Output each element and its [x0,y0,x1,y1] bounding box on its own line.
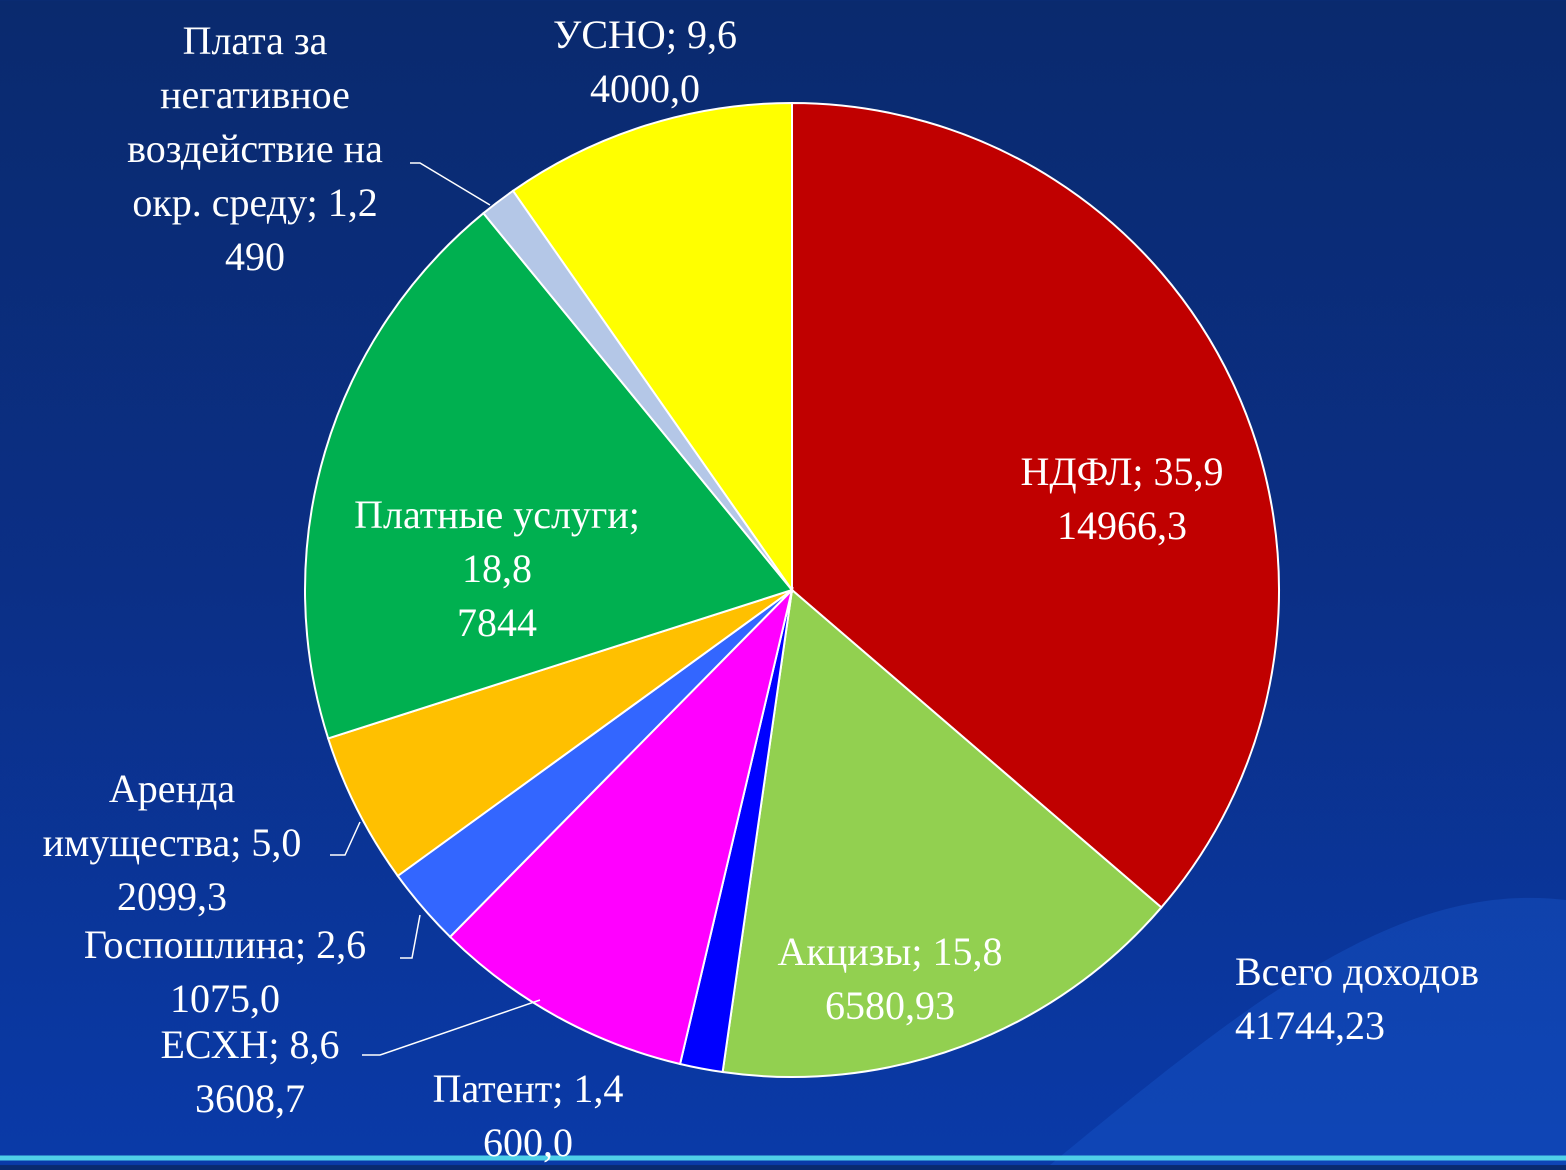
amount-label: 14966,3 [1057,503,1187,548]
amount-label: 7844 [457,600,537,645]
amount-label: 6580,93 [825,983,955,1028]
label-line: Аренда имущества; 5,0 [7,762,337,870]
slice [791,101,1281,909]
label-line: Акцизы; 15,8 [730,925,1050,979]
separator: ; [268,1022,290,1067]
slice [326,589,793,878]
leader-line [362,999,541,1056]
leader-line [410,162,491,206]
value-label: 1,4 [573,1066,624,1111]
category-name: Платные услуги [354,492,629,537]
category-name: УСНО [553,12,666,57]
category-name: Акцизы [777,929,912,974]
slice [721,588,1163,1078]
separator: ; [552,1066,574,1111]
slice-label: УСНО; 9,6 4000,0 [485,8,805,116]
value-label: 8,6 [289,1022,340,1067]
label-line: Платные услуги; 18,8 [317,488,677,596]
slice-label: Госпошлина; 2,6 1075,0 [25,918,425,1026]
label-line: Плата за негативное воздействие на окр. … [90,14,420,230]
decor-wave [1050,897,1566,1165]
slice [511,101,793,594]
slice-label: Платные услуги; 18,8 7844 [317,488,677,650]
separator: ; [628,492,640,537]
separator: ; [294,922,317,967]
label-line: Патент; 1,4 [368,1062,688,1116]
category-name: Патент [432,1066,553,1111]
value-label: 5,0 [251,820,302,865]
value-label: 15,8 [932,929,1003,974]
amount-label: 2099,3 [117,874,227,919]
amount-label: 490 [225,234,285,279]
value-label: 9,6 [686,12,737,57]
separator: ; [911,929,933,974]
amount-label: 4000,0 [590,66,700,111]
category-name: Госпошлина [83,922,295,967]
slice-label: ЕСХН; 8,6 3608,7 [100,1018,400,1126]
leader-line [400,914,421,959]
slice-label: НДФЛ; 35,9 14966,3 [962,445,1282,553]
value-label: 18,8 [462,546,532,591]
category-name: НДФЛ [1020,449,1133,494]
label-line: Госпошлина; 2,6 [25,918,425,972]
value-label: 35,9 [1153,449,1224,494]
category-name: ЕСХН [160,1022,269,1067]
slice [304,211,794,740]
separator: ; [306,180,328,225]
amount-label: 3608,7 [195,1076,305,1121]
label-line: НДФЛ; 35,9 [962,445,1282,499]
slices [304,101,1281,1078]
slice-label: Плата за негативное воздействие на окр. … [90,14,420,284]
separator: ; [230,820,252,865]
leader-line [330,821,361,856]
value-label: 1,2 [327,180,378,225]
category-name: Плата за негативное воздействие на окр. … [127,18,383,225]
label-line: ЕСХН; 8,6 [100,1018,400,1072]
separator: ; [1132,449,1154,494]
slice [448,586,794,1066]
label-line: УСНО; 9,6 [485,8,805,62]
amount-label: 1075,0 [170,976,280,1021]
separator: ; [665,12,687,57]
slice-label: Акцизы; 15,8 6580,93 [730,925,1050,1033]
slice-label: Аренда имущества; 5,0 2099,3 [7,762,337,924]
amount-label: 600,0 [483,1120,573,1165]
category-name: Аренда имущества [42,766,236,865]
value-label: 2,6 [316,922,367,967]
total-label: Всего доходов 41744,23 [1235,945,1479,1053]
slice-label: Патент; 1,4 600,0 [368,1062,688,1170]
total-value: 41744,23 [1235,1003,1385,1048]
total-title: Всего доходов [1235,949,1480,994]
